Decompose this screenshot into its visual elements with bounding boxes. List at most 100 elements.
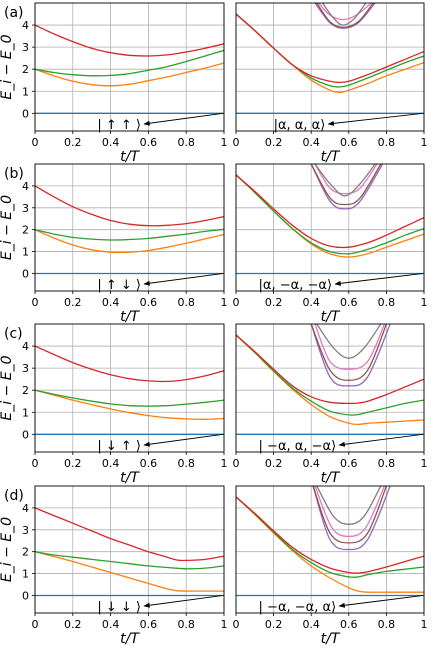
annotation-arrow	[338, 595, 424, 608]
x-tick-label: 0	[32, 136, 39, 149]
series-line-orange	[35, 389, 224, 420]
series-line-pink	[318, 3, 372, 21]
x-tick-label: 0.4	[302, 136, 320, 149]
series-line-green	[236, 334, 424, 416]
x-tick-label: 0	[233, 136, 240, 149]
x-tick-label: 0.8	[177, 296, 195, 309]
panel-b-left: 0 0.2 0.4 0.6 0.8 1 0 1 2 3 4 E_i − E_0 (b) t/T | ↑ ↓ …	[0, 163, 228, 325]
y-axis-label: E_i − E_0	[0, 34, 15, 99]
x-tick-label: 0.6	[340, 296, 358, 309]
panel-a-right: 0 0.2 0.4 0.6 0.8 1 t/T |α, α, α⟩	[233, 2, 428, 165]
series-line-gray	[316, 486, 382, 525]
x-axis-label: t/T	[120, 309, 140, 325]
series-line-red	[35, 24, 224, 57]
x-tick-label: 0.6	[340, 136, 358, 149]
panel-d-right: 0 0.2 0.4 0.6 0.8 1 t/T | −α, −α, α⟩	[233, 485, 428, 647]
y-tick-label: 2	[22, 224, 29, 237]
x-tick-label: 0.2	[265, 136, 283, 149]
x-tick-label: 1	[421, 457, 428, 470]
series-line-purple	[310, 324, 391, 387]
series-line-red	[35, 185, 224, 227]
x-tick-label: 0.2	[64, 457, 82, 470]
series-line-orange	[35, 551, 224, 592]
x-tick-label: 0	[233, 296, 240, 309]
x-axis-label: t/T	[321, 470, 341, 486]
x-tick-label: 0.4	[302, 457, 320, 470]
annotation-arrow	[338, 433, 424, 447]
panel-c-right: 0 0.2 0.4 0.6 0.8 1 t/T | −α, α, −α⟩	[233, 323, 428, 486]
plot-frame	[34, 485, 225, 614]
x-tick-label: 1	[421, 136, 428, 149]
x-tick-label: 0	[32, 296, 39, 309]
series-line-orange	[35, 62, 224, 87]
y-axis-label: E_i − E_0	[0, 195, 15, 260]
y-tick-label: 0	[22, 428, 29, 441]
state-label: | ↓ ↑ ⟩	[97, 439, 141, 454]
y-tick-label: 1	[22, 406, 29, 419]
x-tick-label: 0.6	[340, 457, 358, 470]
y-tick-label: 4	[22, 19, 29, 32]
series-line-brown	[312, 486, 388, 544]
x-tick-label: 0.6	[140, 296, 158, 309]
x-tick-label: 0.8	[378, 457, 396, 470]
panel-label: (b)	[4, 166, 24, 182]
plot-frame	[34, 163, 225, 292]
state-label: | ↑ ↑ ⟩	[97, 118, 141, 133]
x-tick-label: 0.8	[177, 136, 195, 149]
state-label: | ↑ ↓ ⟩	[97, 278, 141, 293]
x-tick-label: 0.2	[64, 618, 82, 631]
y-tick-label: 3	[22, 362, 29, 375]
x-tick-label: 1	[221, 136, 228, 149]
y-tick-label: 4	[22, 180, 29, 193]
series-line-gray	[321, 3, 367, 26]
series-line-green	[236, 496, 424, 578]
x-tick-label: 0.6	[140, 618, 158, 631]
series-line-green	[236, 174, 424, 255]
series-line-red	[236, 13, 424, 84]
y-tick-label: 3	[22, 524, 29, 537]
series-line-orange	[236, 496, 424, 593]
y-tick-label: 3	[22, 41, 29, 54]
x-tick-label: 1	[221, 296, 228, 309]
series-line-green	[35, 228, 224, 241]
y-tick-label: 2	[22, 63, 29, 76]
x-tick-label: 0.8	[177, 618, 195, 631]
y-tick-label: 4	[22, 340, 29, 353]
state-label: |α, α, α⟩	[274, 118, 326, 133]
series-line-purple	[310, 164, 384, 210]
x-tick-label: 1	[421, 618, 428, 631]
series-line-green	[35, 389, 224, 407]
x-tick-label: 0.6	[140, 457, 158, 470]
y-tick-label: 2	[22, 384, 29, 397]
plot-frame	[34, 2, 225, 132]
x-axis-label: t/T	[321, 149, 341, 165]
series-line-orange	[35, 229, 224, 254]
x-tick-label: 0.8	[378, 618, 396, 631]
plot-frame	[235, 485, 425, 614]
panel-b-right: 0 0.2 0.4 0.6 0.8 1 t/T |α, −α, −α⟩	[233, 163, 428, 325]
series-line-red	[35, 507, 224, 562]
series-line-red	[236, 334, 424, 405]
x-tick-label: 0.4	[302, 618, 320, 631]
annotation-arrow	[327, 112, 424, 126]
series-line-brown	[310, 164, 382, 206]
x-tick-label: 0.2	[265, 618, 283, 631]
y-tick-label: 1	[22, 85, 29, 98]
x-tick-label: 0.4	[102, 136, 120, 149]
x-tick-label: 0	[32, 457, 39, 470]
x-tick-label: 0.2	[64, 136, 82, 149]
state-label: | ↓ ↓ ⟩	[97, 600, 141, 615]
annotation-arrow	[334, 273, 424, 286]
series-line-pink	[314, 486, 386, 538]
y-tick-label: 1	[22, 568, 29, 581]
state-label: |α, −α, −α⟩	[259, 278, 332, 293]
y-tick-label: 0	[22, 267, 29, 280]
series-line-pink	[314, 324, 386, 370]
x-tick-label: 0.6	[340, 618, 358, 631]
series-line-green	[35, 49, 224, 77]
x-tick-label: 0.8	[378, 136, 396, 149]
x-axis-label: t/T	[321, 631, 341, 647]
panel-c-left: 0 0.2 0.4 0.6 0.8 1 0 1 2 3 4 E_i − E_0 (c) t/T | ↓ ↑ …	[0, 323, 228, 486]
x-axis-label: t/T	[120, 149, 140, 165]
